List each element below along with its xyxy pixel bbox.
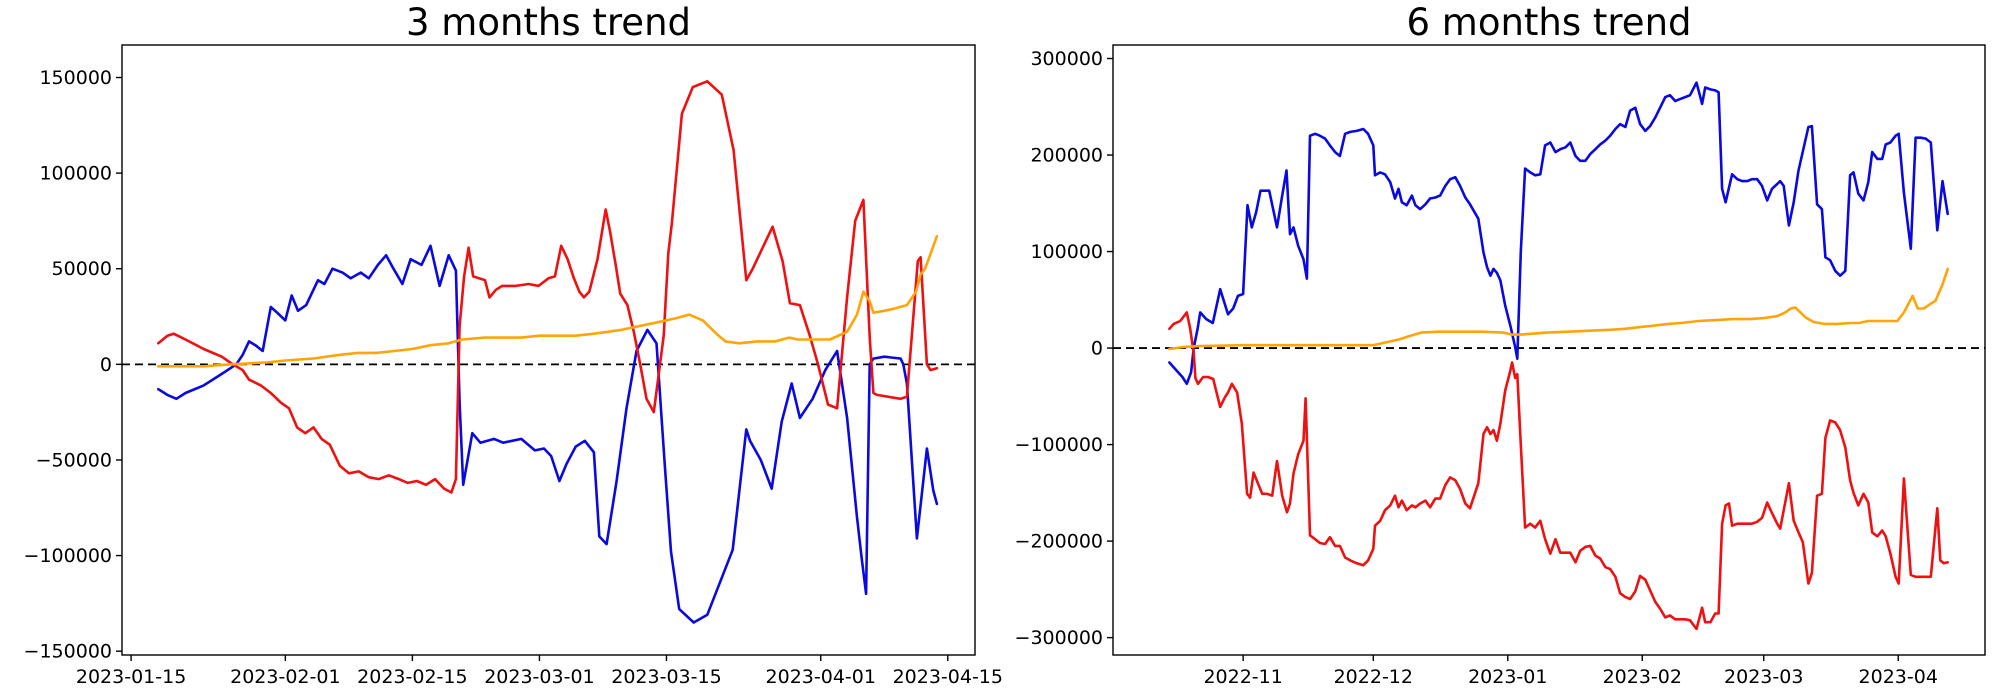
axes-spines [121, 44, 976, 656]
chart-6-months-trend: 2022-11 2022-12 2023-01 2023-02 2023-03 2023-… [1015, 44, 1986, 688]
x-tick-label: 2022-11 [1203, 666, 1282, 688]
x-tick-label: 2022-12 [1334, 666, 1413, 688]
x-tick-label: 2023-02-15 [357, 666, 467, 688]
y-tick-label: −50000 [36, 449, 112, 471]
chart-title-6-months: 6 months trend [1406, 1, 1692, 44]
y-tick-label: 100000 [39, 163, 112, 185]
x-tick-label: 2023-02-01 [230, 666, 340, 688]
y-tick-label: −100000 [1015, 434, 1103, 456]
y-tick-label: 300000 [1030, 48, 1103, 70]
blue-series-line [1168, 81, 1949, 386]
y-tick-label: 0 [1091, 338, 1103, 360]
x-tick-label: 2023-01 [1468, 666, 1547, 688]
y-tick-label: −300000 [1015, 627, 1103, 649]
x-tick-label: 2023-04-01 [766, 666, 876, 688]
chart-title-3-months: 3 months trend [405, 1, 692, 44]
orange-series-line [157, 234, 939, 368]
y-tick-label: −100000 [24, 545, 112, 567]
x-tick-label: 2023-03-01 [484, 666, 594, 688]
x-tick-label: 2023-04 [1859, 666, 1938, 688]
orange-series-line [1168, 267, 1949, 351]
chart-3-months-trend: 2023-01-15 2023-02-01 2023-02-15 2023-03-01… [24, 44, 1003, 688]
red-series-line [1168, 311, 1949, 631]
y-tick-label: 50000 [52, 258, 112, 280]
x-tick-label: 2023-03 [1724, 666, 1803, 688]
red-series-line [157, 80, 939, 494]
x-tick-label: 2023-01-15 [76, 666, 186, 688]
y-tick-label: 100000 [1030, 241, 1103, 263]
y-tick-label: −200000 [1015, 531, 1103, 553]
blue-series-line [157, 244, 939, 624]
y-tick-label: 0 [100, 354, 112, 376]
x-tick-label: 2023-04-15 [893, 666, 1003, 688]
x-tick-label: 2023-02 [1603, 666, 1682, 688]
y-tick-label: 150000 [39, 67, 112, 89]
axes-spines [1112, 44, 1986, 656]
y-tick-label: 200000 [1030, 145, 1103, 167]
x-tick-label: 2023-03-15 [611, 666, 721, 688]
y-tick-label: −150000 [24, 641, 112, 663]
